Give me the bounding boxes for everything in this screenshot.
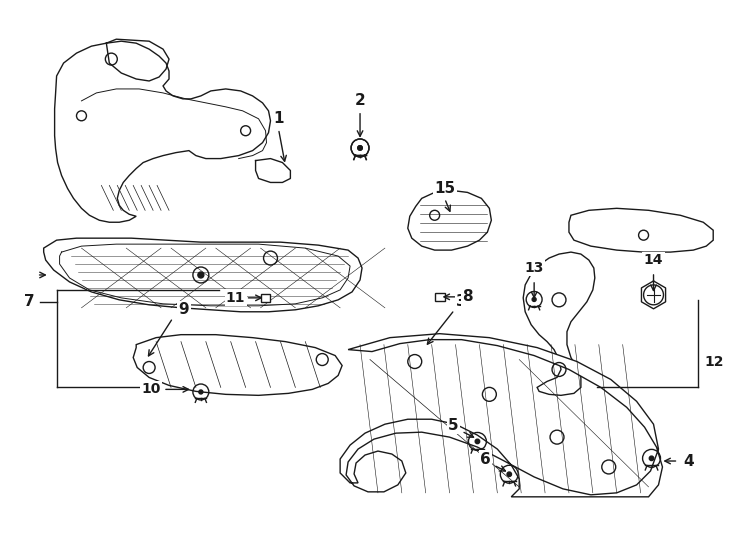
Text: 3: 3: [457, 294, 467, 309]
Text: 5: 5: [448, 418, 459, 433]
Polygon shape: [642, 281, 666, 309]
Circle shape: [357, 146, 363, 150]
Text: 10: 10: [142, 382, 161, 396]
Text: 8: 8: [462, 289, 473, 305]
Circle shape: [198, 272, 204, 278]
Text: 13: 13: [525, 261, 544, 275]
Polygon shape: [43, 238, 362, 312]
Text: 2: 2: [355, 93, 366, 109]
Circle shape: [199, 390, 203, 394]
Polygon shape: [54, 41, 271, 222]
Text: 4: 4: [683, 454, 694, 469]
Polygon shape: [133, 335, 342, 395]
FancyBboxPatch shape: [261, 294, 271, 302]
Polygon shape: [523, 252, 595, 395]
Text: 12: 12: [704, 355, 724, 368]
Polygon shape: [340, 334, 663, 497]
Circle shape: [475, 439, 479, 444]
Circle shape: [357, 146, 363, 150]
Polygon shape: [569, 208, 713, 252]
Text: 1: 1: [273, 111, 284, 126]
Text: 9: 9: [178, 302, 189, 318]
Text: 6: 6: [480, 451, 491, 467]
Circle shape: [507, 472, 512, 476]
Circle shape: [650, 456, 654, 461]
Text: 11: 11: [226, 291, 245, 305]
Polygon shape: [59, 244, 350, 306]
FancyBboxPatch shape: [435, 293, 445, 301]
Text: 7: 7: [24, 294, 35, 309]
Text: 15: 15: [434, 181, 455, 196]
Polygon shape: [408, 191, 491, 250]
Polygon shape: [255, 159, 291, 183]
Circle shape: [532, 298, 536, 301]
Text: 14: 14: [644, 253, 664, 267]
